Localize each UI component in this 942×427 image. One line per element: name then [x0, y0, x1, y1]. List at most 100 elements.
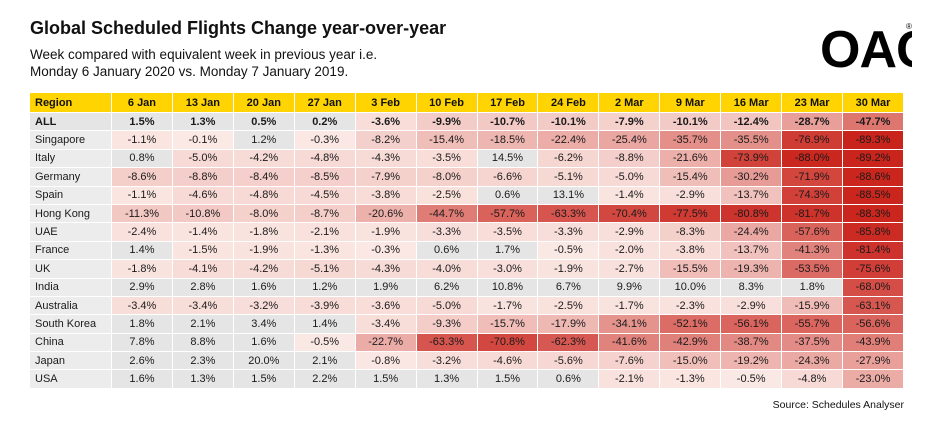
subtitle-line-1: Week compared with equivalent week in pr…	[30, 47, 378, 62]
flights-change-table-wrap: Region 6 Jan 13 Jan 20 Jan 27 Jan 3 Feb 10 Feb…	[30, 93, 904, 388]
value-cell: -3.3%	[416, 222, 478, 241]
value-cell: -2.4%	[112, 222, 173, 241]
value-cell: -30.2%	[721, 167, 783, 186]
table-row: UAE -2.4% -1.4% -1.8% -2.1% -1.9% -3.3% -3.5% -3…	[30, 222, 904, 241]
value-cell: 13.1%	[538, 185, 600, 204]
table-header-row: Region 6 Jan 13 Jan 20 Jan 27 Jan 3 Feb 10 Feb…	[30, 93, 904, 112]
value-cell: 0.6%	[477, 185, 539, 204]
value-cell: 2.9%	[112, 277, 173, 296]
value-cell: 1.5%	[233, 369, 295, 388]
value-cell: 8.3%	[721, 277, 783, 296]
value-cell: -70.4%	[599, 203, 661, 223]
region-cell: UAE	[30, 222, 112, 241]
value-cell: -8.7%	[294, 203, 356, 223]
value-cell: -71.9%	[782, 167, 844, 186]
oag-logo: OAG ®	[820, 21, 912, 74]
table-row: South Korea 1.8% 2.1% 3.4% 1.4% -3.4% -9.3% -15…	[30, 314, 904, 333]
chart-title: Global Scheduled Flights Change year-ove…	[30, 18, 447, 38]
value-cell: -5.1%	[294, 259, 356, 278]
value-cell: -34.1%	[599, 314, 661, 333]
table-row: Hong Kong -11.3% -10.8% -8.0% -8.7% -20.6% -44…	[30, 203, 904, 223]
value-cell: -1.7%	[477, 295, 539, 315]
value-cell: -15.7%	[477, 314, 539, 333]
value-cell: -28.7%	[782, 112, 844, 131]
table-row: Italy 0.8% -5.0% -4.2% -4.8% -4.3% -3.5% 14.5% -…	[30, 148, 904, 168]
value-cell: -2.9%	[599, 222, 661, 241]
column-header-week: 27 Jan	[294, 93, 356, 112]
value-cell: -44.7%	[416, 203, 478, 223]
value-cell: -35.5%	[721, 130, 783, 149]
region-cell: Hong Kong	[30, 203, 112, 223]
column-header-week: 20 Jan	[233, 93, 295, 112]
value-cell: -13.7%	[721, 240, 783, 260]
value-cell: 2.1%	[172, 314, 234, 333]
value-cell: -2.9%	[721, 295, 783, 315]
value-cell: -2.0%	[599, 240, 661, 260]
region-cell: UK	[30, 259, 112, 278]
column-header-week: 9 Mar	[660, 93, 722, 112]
table-row: UK -1.8% -4.1% -4.2% -5.1% -4.3% -4.0% -3.0% -1.…	[30, 259, 904, 278]
value-cell: -1.7%	[599, 295, 661, 315]
table-row: France 1.4% -1.5% -1.9% -1.3% -0.3% 0.6% 1.7% -0…	[30, 240, 904, 260]
value-cell: -4.8%	[294, 148, 356, 168]
value-cell: -15.4%	[660, 167, 722, 186]
value-cell: -1.3%	[294, 240, 356, 260]
value-cell: -2.5%	[538, 295, 600, 315]
value-cell: -63.3%	[538, 203, 600, 223]
value-cell: 9.9%	[599, 277, 661, 296]
value-cell: 2.1%	[294, 351, 356, 370]
value-cell: -88.0%	[782, 148, 844, 168]
region-cell: Singapore	[30, 130, 112, 149]
value-cell: 0.8%	[112, 148, 173, 168]
value-cell: -35.7%	[660, 130, 722, 149]
value-cell: -41.3%	[782, 240, 844, 260]
value-cell: 10.8%	[477, 277, 539, 296]
value-cell: -0.3%	[355, 240, 417, 260]
value-cell: -63.3%	[416, 332, 478, 352]
value-cell: -3.4%	[355, 314, 417, 333]
value-cell: -3.6%	[355, 295, 417, 315]
value-cell: -9.9%	[416, 112, 478, 131]
value-cell: -13.7%	[721, 185, 783, 204]
column-header-week: 17 Feb	[477, 93, 539, 112]
value-cell: -15.5%	[660, 259, 722, 278]
region-cell: Australia	[30, 295, 112, 315]
value-cell: -8.4%	[233, 167, 295, 186]
value-cell: -4.3%	[355, 259, 417, 278]
value-cell: -74.3%	[782, 185, 844, 204]
value-cell: -3.2%	[233, 295, 295, 315]
value-cell: -4.6%	[172, 185, 234, 204]
value-cell: 1.6%	[112, 369, 173, 388]
region-cell: France	[30, 240, 112, 260]
value-cell: -55.7%	[782, 314, 844, 333]
value-cell: -4.8%	[782, 369, 844, 388]
value-cell: -63.1%	[843, 295, 904, 315]
value-cell: -2.9%	[660, 185, 722, 204]
value-cell: -4.2%	[233, 148, 295, 168]
value-cell: 2.8%	[172, 277, 234, 296]
value-cell: -5.6%	[538, 351, 600, 370]
value-cell: -10.1%	[660, 112, 722, 131]
column-header-week: 23 Mar	[782, 93, 844, 112]
value-cell: -9.3%	[416, 314, 478, 333]
value-cell: -19.2%	[721, 351, 783, 370]
value-cell: 1.5%	[477, 369, 539, 388]
value-cell: 0.2%	[294, 112, 356, 131]
table-row: ALL 1.5% 1.3% 0.5% 0.2% -3.6% -9.9% -10.7% -10.1…	[30, 112, 904, 131]
value-cell: -3.9%	[294, 295, 356, 315]
value-cell: 1.2%	[233, 130, 295, 149]
value-cell: -43.9%	[843, 332, 904, 352]
value-cell: -52.1%	[660, 314, 722, 333]
value-cell: 1.2%	[294, 277, 356, 296]
value-cell: -57.6%	[782, 222, 844, 241]
column-header-week: 16 Mar	[721, 93, 783, 112]
value-cell: -15.4%	[416, 130, 478, 149]
value-cell: -1.4%	[172, 222, 234, 241]
table-row: China 7.8% 8.8% 1.6% -0.5% -22.7% -63.3% -70.8%…	[30, 332, 904, 352]
value-cell: 1.3%	[172, 112, 234, 131]
value-cell: -75.6%	[843, 259, 904, 278]
table-row: Singapore -1.1% -0.1% 1.2% -0.3% -8.2% -15.4% -…	[30, 130, 904, 149]
value-cell: -1.8%	[112, 259, 173, 278]
logo-text: OAG	[820, 21, 912, 74]
value-cell: -3.6%	[355, 112, 417, 131]
